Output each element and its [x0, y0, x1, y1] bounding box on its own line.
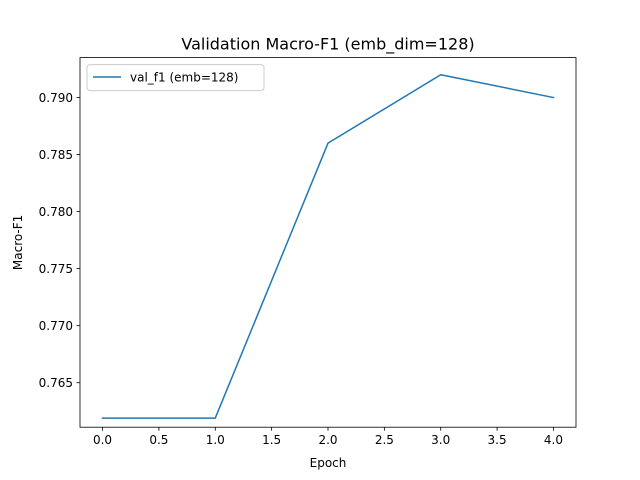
y-tick-label: 0.775: [39, 262, 73, 276]
x-tick-label: 4.0: [544, 433, 563, 447]
legend-box: [86, 64, 265, 92]
series-layer: [101, 73, 555, 419]
chart-title: Validation Macro-F1 (emb_dim=128): [181, 35, 474, 55]
x-tick-label: 0.5: [149, 433, 168, 447]
y-tick-label: 0.765: [39, 376, 73, 390]
series-line: [101, 73, 555, 419]
y-tick-label: 0.780: [39, 205, 73, 219]
y-axis-ticks: 0.765 0.770 0.775 0.780 0.785 0.790: [39, 91, 80, 390]
x-axis-label: Epoch: [310, 456, 347, 470]
x-tick-label: 1.0: [206, 433, 225, 447]
y-axis-label: Macro-F1: [11, 215, 25, 270]
legend-label: val_f1 (emb=128): [130, 71, 238, 85]
y-tick-label: 0.770: [39, 319, 73, 333]
plot-area-frame: [79, 57, 577, 428]
x-tick-label: 3.5: [488, 433, 507, 447]
legend: val_f1 (emb=128): [86, 64, 265, 92]
x-tick-label: 1.5: [262, 433, 281, 447]
x-axis-ticks: 0.0 0.5 1.0 1.5 2.0 2.5 3.0 3.5 4.0: [93, 427, 563, 447]
x-tick-label: 0.0: [93, 433, 112, 447]
y-tick-label: 0.790: [39, 91, 73, 105]
x-tick-label: 3.0: [431, 433, 450, 447]
x-tick-label: 2.5: [375, 433, 394, 447]
y-tick-label: 0.785: [39, 148, 73, 162]
x-tick-label: 2.0: [318, 433, 337, 447]
